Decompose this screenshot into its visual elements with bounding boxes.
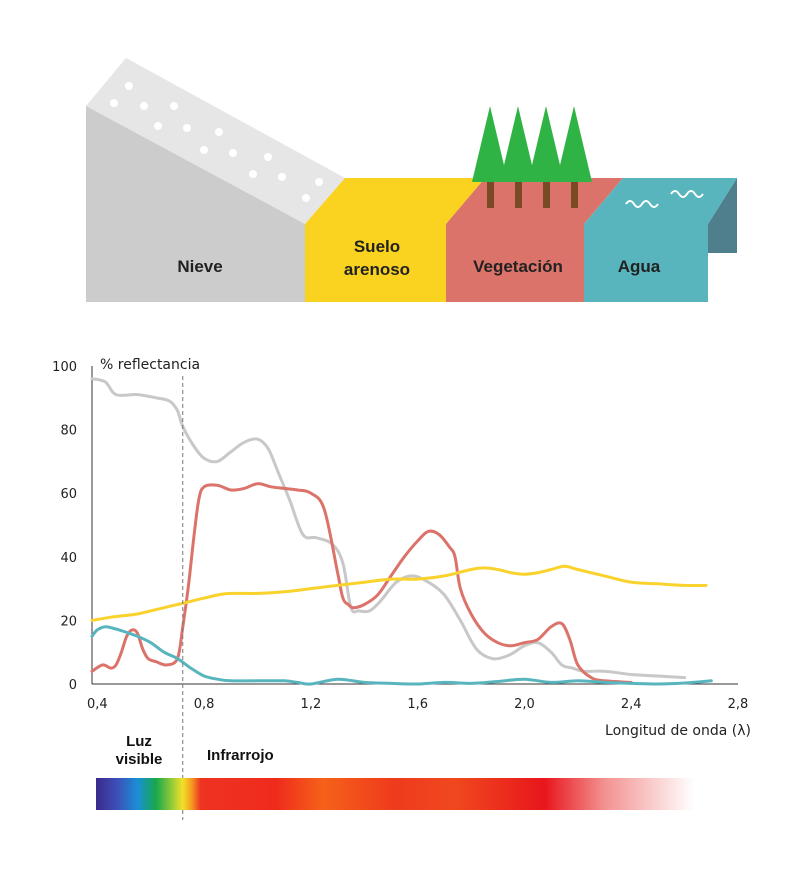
water-label: Agua xyxy=(618,257,661,276)
y-tick-label: 20 xyxy=(60,614,77,629)
tree-icon xyxy=(556,106,592,182)
x-tick-label: 0,8 xyxy=(194,697,215,712)
wave-icon xyxy=(625,200,659,208)
tree-icons xyxy=(472,106,592,208)
tree-icon xyxy=(528,106,564,182)
x-tick-labels: 0,4 0,8 1,2 1,6 2,0 2,4 2,8 xyxy=(87,697,748,712)
tree-icon xyxy=(500,106,536,182)
spectrum-bar xyxy=(96,778,694,810)
visible-light-label-line2: visible xyxy=(116,751,163,768)
y-tick-label: 100 xyxy=(52,360,77,375)
sand-block xyxy=(305,178,485,302)
vegetation-label: Vegetación xyxy=(473,257,563,276)
reflectance-chart: 0 20 40 60 80 100 0,4 0,8 1,2 1,6 2,0 2,4 2,8 % ref… xyxy=(52,357,751,739)
sandy-soil-label-line1: Suelo xyxy=(354,237,400,256)
x-tick-label: 0,4 xyxy=(87,697,108,712)
series-line-water xyxy=(90,625,713,686)
infrared-label: Infrarrojo xyxy=(207,747,274,764)
y-tick-label: 0 xyxy=(69,678,77,693)
snow-surface: Nieve xyxy=(86,58,345,302)
vegetation-block xyxy=(446,178,623,302)
x-tick-label: 2,0 xyxy=(514,697,535,712)
series-line-sandy-soil xyxy=(90,564,708,622)
series-layer xyxy=(90,377,713,686)
water-side xyxy=(708,178,737,253)
sandy-soil-surface: Suelo arenoso xyxy=(305,178,485,302)
y-axis-title: % reflectancia xyxy=(100,357,200,373)
x-tick-label: 1,6 xyxy=(407,697,428,712)
snow-label: Nieve xyxy=(177,257,222,276)
tree-icon xyxy=(472,106,508,182)
snow-top xyxy=(86,58,345,224)
wave-icon xyxy=(670,190,704,198)
vegetation-surface: Vegetación xyxy=(446,106,623,302)
x-axis-title: Longitud de onda (λ) xyxy=(605,723,751,739)
visible-light-label-line1: Luz xyxy=(126,733,152,750)
y-tick-label: 80 xyxy=(60,424,77,439)
sandy-soil-label-line2: arenoso xyxy=(344,260,410,279)
x-tick-label: 2,4 xyxy=(621,697,642,712)
y-tick-labels: 0 20 40 60 80 100 xyxy=(52,360,77,693)
series-line-vegetation xyxy=(90,482,633,684)
y-tick-label: 60 xyxy=(60,487,77,502)
water-surface: Agua xyxy=(584,178,737,302)
water-block xyxy=(584,178,737,302)
landscape-scene: Nieve Suelo arenoso Vegetación xyxy=(86,58,737,302)
snow-dots xyxy=(110,82,323,202)
x-tick-label: 2,8 xyxy=(728,697,749,712)
y-tick-label: 40 xyxy=(60,551,77,566)
snow-block xyxy=(86,106,305,302)
x-tick-label: 1,2 xyxy=(301,697,322,712)
